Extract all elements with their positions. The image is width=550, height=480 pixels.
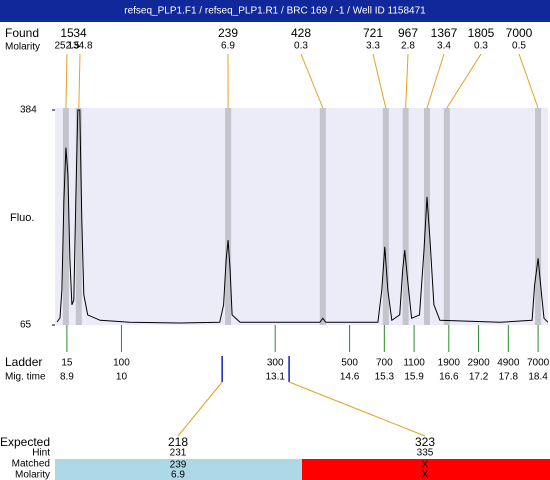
y-tick-label: 384: [20, 105, 37, 116]
peak-band: [423, 108, 430, 325]
ladder-size: 100: [113, 358, 130, 369]
expected-label: Expected: [0, 435, 50, 449]
ladder-time: 17.2: [469, 372, 489, 383]
y-axis-label: Fluo.: [10, 212, 34, 224]
hint-cell: 231: [170, 448, 187, 459]
ladder-size: 2900: [467, 358, 490, 369]
found-molarity: 0.3: [474, 41, 488, 52]
ladder-size: 300: [267, 358, 284, 369]
found-size: 34: [73, 26, 87, 40]
found-molarity: 0.3: [294, 41, 308, 52]
matched-cell: X: [422, 460, 429, 471]
ladder-time: 18.4: [528, 372, 548, 383]
mig-time-label: Mig. time: [5, 372, 46, 383]
plot-area: [55, 108, 548, 325]
row-label: Hint: [32, 448, 50, 459]
ladder-size: 1900: [438, 358, 461, 369]
found-molarity: 252.5: [54, 41, 79, 52]
peak-band: [535, 108, 542, 325]
trace: [56, 109, 549, 324]
found-size: 239: [218, 26, 238, 40]
ladder-time: 14.6: [340, 372, 360, 383]
ladder-time: 8.9: [60, 372, 74, 383]
found-molarity: 3.3: [366, 41, 380, 52]
expected-connector: [288, 381, 426, 437]
found-size: 428: [291, 26, 311, 40]
row-label: Molarity: [15, 470, 50, 480]
peak-connector: [78, 53, 81, 109]
found-molarity: 134.8: [67, 41, 92, 52]
row-label: Matched: [12, 459, 50, 470]
matched-cell: 239: [170, 460, 187, 471]
found-size: 15: [60, 26, 74, 40]
peak-band: [225, 108, 232, 325]
found-molarity: 2.8: [401, 41, 415, 52]
expected-connector: [177, 381, 223, 437]
header-bar: [0, 0, 550, 22]
molarity-cell: 6.9: [171, 470, 185, 480]
ladder-size: 15: [61, 358, 73, 369]
found-size: 721: [363, 26, 383, 40]
molarity-cell: X: [422, 470, 429, 480]
peak-band: [62, 108, 69, 325]
peak-band: [319, 108, 326, 325]
peak-band: [443, 108, 450, 325]
ladder-time: 13.1: [265, 372, 285, 383]
peak-connector: [426, 53, 445, 109]
peak-band: [382, 108, 389, 325]
peak-connector: [372, 53, 387, 109]
ladder-time: 16.6: [439, 372, 459, 383]
table-cell-bg: [55, 459, 302, 480]
peak-connector: [65, 53, 68, 109]
ladder-size: 4900: [497, 358, 520, 369]
found-molarity: 3.4: [437, 41, 451, 52]
found-size: 967: [398, 26, 418, 40]
ladder-time: 10: [116, 372, 128, 383]
ladder-size: 700: [376, 358, 393, 369]
found-label: Found: [5, 26, 39, 40]
found-molarity: 6.9: [221, 41, 235, 52]
found-size: 1367: [431, 26, 458, 40]
peak-connector: [300, 53, 324, 109]
ladder-size: 7000: [527, 358, 550, 369]
ladder-label: Ladder: [5, 355, 42, 369]
ladder-time: 15.3: [375, 372, 395, 383]
peak-connector: [405, 53, 409, 109]
ladder-time: 17.8: [499, 372, 519, 383]
found-molarity: 0.5: [512, 41, 526, 52]
peak-band: [75, 108, 82, 325]
ladder-size: 500: [341, 358, 358, 369]
expected-size: 218: [168, 435, 188, 449]
expected-size: 323: [415, 435, 435, 449]
y-tick-label: 65: [20, 320, 32, 331]
ladder-size: 1100: [403, 358, 425, 369]
peak-connector: [446, 53, 482, 109]
hint-cell: 335: [417, 448, 434, 459]
header-title: refseq_PLP1.F1 / refseq_PLP1.R1 / BRC 16…: [124, 6, 426, 17]
ladder-time: 15.9: [404, 372, 424, 383]
peak-band: [402, 108, 409, 325]
peak-connector: [518, 53, 539, 109]
found-size: 7000: [506, 26, 533, 40]
found-size: 1805: [468, 26, 495, 40]
molarity-label: Molarity: [5, 42, 40, 53]
table-cell-bg: [302, 459, 550, 480]
